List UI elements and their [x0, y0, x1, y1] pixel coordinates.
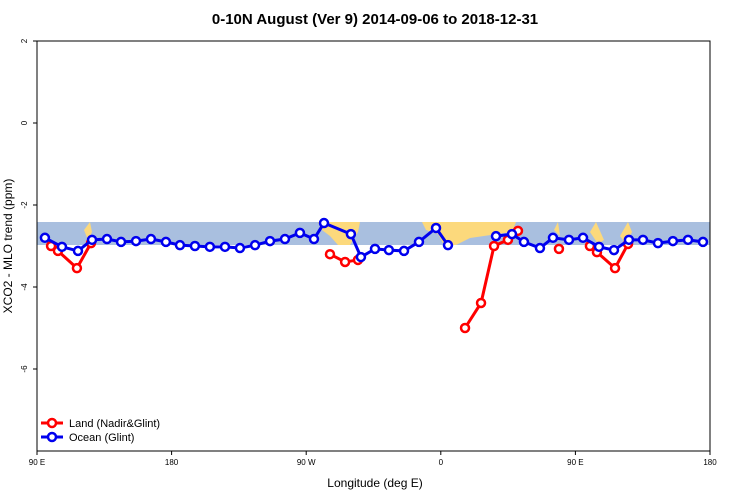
- x-tick-label: 180: [703, 458, 717, 467]
- point: [324, 248, 336, 260]
- point: [294, 227, 306, 239]
- point: [130, 235, 142, 247]
- point: [355, 251, 367, 263]
- point: [593, 241, 605, 253]
- point: [652, 237, 664, 249]
- point: [383, 244, 395, 256]
- point: [413, 236, 425, 248]
- y-tick-label: -4: [20, 283, 29, 291]
- point: [442, 239, 454, 251]
- point: [623, 234, 635, 246]
- y-tick-label: -6: [20, 365, 29, 373]
- point: [264, 235, 276, 247]
- point: [174, 239, 186, 251]
- point: [547, 232, 559, 244]
- point: [506, 228, 518, 240]
- point: [308, 233, 320, 245]
- point: [345, 228, 357, 240]
- legend-marker: [46, 431, 58, 443]
- legend-marker: [46, 417, 58, 429]
- x-tick-label: 90 W: [297, 458, 316, 467]
- point: [563, 234, 575, 246]
- y-tick-label: -2: [20, 201, 29, 209]
- point: [115, 236, 127, 248]
- point: [204, 241, 216, 253]
- point: [609, 262, 621, 274]
- point: [86, 234, 98, 246]
- point: [318, 217, 330, 229]
- x-axis-label: Longitude (deg E): [327, 476, 422, 490]
- point: [398, 245, 410, 257]
- point: [279, 233, 291, 245]
- point: [577, 232, 589, 244]
- point: [339, 256, 351, 268]
- point: [160, 236, 172, 248]
- point: [249, 239, 261, 251]
- point: [534, 242, 546, 254]
- point: [39, 232, 51, 244]
- point: [488, 240, 500, 252]
- point: [430, 222, 442, 234]
- legend-label: Ocean (Glint): [69, 432, 134, 444]
- point: [608, 244, 620, 256]
- point: [145, 233, 157, 245]
- point: [553, 243, 565, 255]
- y-tick-label: 2: [20, 38, 29, 43]
- x-tick-label: 90 E: [29, 458, 45, 467]
- point: [637, 234, 649, 246]
- point: [490, 230, 502, 242]
- point: [667, 235, 679, 247]
- y-tick-label: 0: [20, 120, 29, 125]
- legend-label: Land (Nadir&Glint): [69, 418, 160, 430]
- point: [219, 241, 231, 253]
- point: [369, 243, 381, 255]
- point: [72, 245, 84, 257]
- point: [234, 242, 246, 254]
- point: [682, 234, 694, 246]
- chart-title: 0-10N August (Ver 9) 2014-09-06 to 2018-…: [212, 11, 538, 28]
- point: [189, 240, 201, 252]
- point: [459, 322, 471, 334]
- point: [475, 297, 487, 309]
- point: [101, 233, 113, 245]
- point: [518, 236, 530, 248]
- y-axis-label: XCO2 - MLO trend (ppm): [1, 179, 15, 314]
- point: [697, 236, 709, 248]
- point: [71, 262, 83, 274]
- x-tick-label: 0: [439, 458, 444, 467]
- x-tick-label: 180: [165, 458, 179, 467]
- x-tick-label: 90 E: [567, 458, 583, 467]
- plot-frame: [36, 40, 711, 452]
- point: [56, 241, 68, 253]
